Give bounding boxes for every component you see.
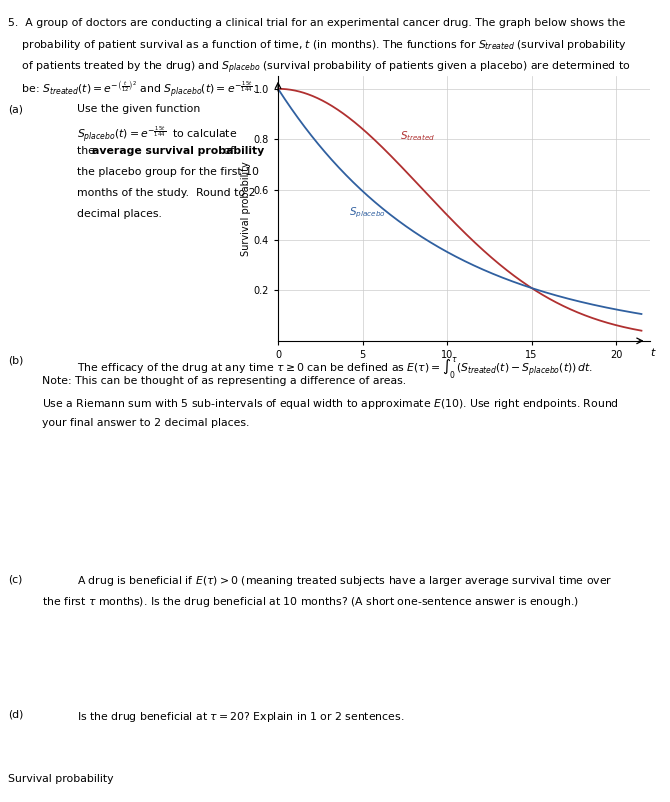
Text: the: the: [77, 146, 98, 156]
Text: the first $\tau$ months). Is the drug beneficial at 10 months? (A short one-sent: the first $\tau$ months). Is the drug be…: [42, 595, 578, 609]
Text: of patients treated by the drug) and $S_{placebo}$ (survival probability of pati: of patients treated by the drug) and $S_…: [8, 59, 630, 75]
Text: (c): (c): [8, 574, 22, 584]
Text: Use the given function: Use the given function: [77, 104, 200, 114]
Text: months of the study.  Round to 2: months of the study. Round to 2: [77, 188, 255, 197]
Text: be: $S_{treated}(t) = e^{-\left(\frac{t}{12}\right)^2}$ and $S_{placebo}(t) = e^: be: $S_{treated}(t) = e^{-\left(\frac{t}…: [8, 80, 257, 100]
Text: Use a Riemann sum with 5 sub-intervals of equal width to approximate $E(10)$. Us: Use a Riemann sum with 5 sub-intervals o…: [42, 397, 618, 411]
Text: $S_{placebo}$: $S_{placebo}$: [349, 205, 386, 220]
Text: average survival probability: average survival probability: [92, 146, 264, 156]
Text: $t$: $t$: [650, 346, 657, 358]
Text: The efficacy of the drug at any time $\tau \geq 0$ can be defined as $E(\tau) = : The efficacy of the drug at any time $\t…: [77, 355, 593, 381]
Text: $S_{placebo}(t) = e^{-\frac{15t}{144}}$  to calculate: $S_{placebo}(t) = e^{-\frac{15t}{144}}$ …: [77, 125, 237, 145]
Text: (a): (a): [8, 104, 23, 114]
Text: A drug is beneficial if $E(\tau) > 0$ (meaning treated subjects have a larger av: A drug is beneficial if $E(\tau) > 0$ (m…: [77, 574, 612, 588]
Text: (b): (b): [8, 355, 23, 365]
Text: Survival probability: Survival probability: [8, 775, 113, 784]
Text: Note: This can be thought of as representing a difference of areas.: Note: This can be thought of as represen…: [42, 376, 405, 386]
Text: decimal places.: decimal places.: [77, 209, 162, 218]
Text: $S_{treated}$: $S_{treated}$: [400, 129, 435, 143]
Text: (d): (d): [8, 710, 23, 719]
Text: of: of: [220, 146, 234, 156]
Text: 5.  A group of doctors are conducting a clinical trial for an experimental cance: 5. A group of doctors are conducting a c…: [8, 18, 625, 27]
Text: your final answer to 2 decimal places.: your final answer to 2 decimal places.: [42, 418, 249, 427]
Text: the placebo group for the first 10: the placebo group for the first 10: [77, 167, 259, 176]
Text: Is the drug beneficial at $\tau = 20$? Explain in 1 or 2 sentences.: Is the drug beneficial at $\tau = 20$? E…: [77, 710, 405, 723]
Y-axis label: Survival probability: Survival probability: [241, 161, 251, 256]
Text: probability of patient survival as a function of time, $t$ (in months). The func: probability of patient survival as a fun…: [8, 38, 627, 52]
